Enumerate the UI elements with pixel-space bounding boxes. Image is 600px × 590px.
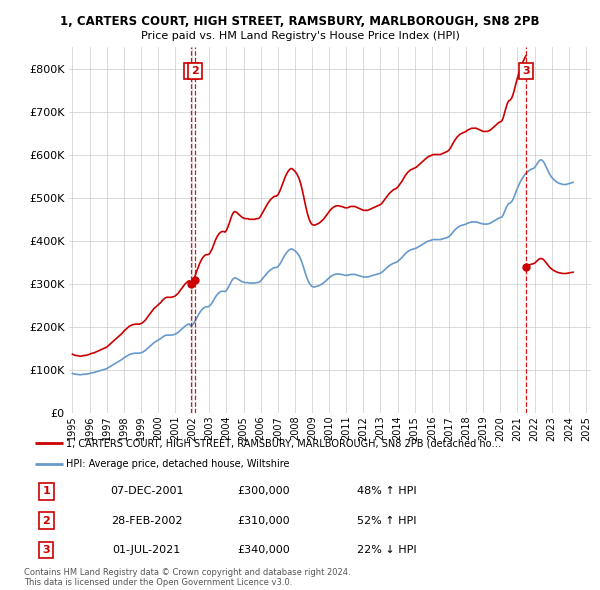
Text: 2: 2 [43,516,50,526]
Text: 3: 3 [522,66,530,76]
Text: 1: 1 [187,66,195,76]
Text: 3: 3 [43,545,50,555]
Text: 28-FEB-2002: 28-FEB-2002 [111,516,182,526]
Text: 2: 2 [191,66,199,76]
Text: HPI: Average price, detached house, Wiltshire: HPI: Average price, detached house, Wilt… [66,459,289,469]
Text: 48% ↑ HPI: 48% ↑ HPI [357,486,416,496]
Text: 01-JUL-2021: 01-JUL-2021 [113,545,181,555]
Text: £300,000: £300,000 [238,486,290,496]
Text: 1, CARTERS COURT, HIGH STREET, RAMSBURY, MARLBOROUGH, SN8 2PB (detached ho…: 1, CARTERS COURT, HIGH STREET, RAMSBURY,… [66,438,501,448]
Text: 52% ↑ HPI: 52% ↑ HPI [357,516,416,526]
Text: Contains HM Land Registry data © Crown copyright and database right 2024.
This d: Contains HM Land Registry data © Crown c… [24,568,350,587]
Text: Price paid vs. HM Land Registry's House Price Index (HPI): Price paid vs. HM Land Registry's House … [140,31,460,41]
Text: £340,000: £340,000 [238,545,290,555]
Text: £310,000: £310,000 [238,516,290,526]
Text: 07-DEC-2001: 07-DEC-2001 [110,486,184,496]
Text: 22% ↓ HPI: 22% ↓ HPI [357,545,416,555]
Text: 1, CARTERS COURT, HIGH STREET, RAMSBURY, MARLBOROUGH, SN8 2PB: 1, CARTERS COURT, HIGH STREET, RAMSBURY,… [60,15,540,28]
Text: 1: 1 [43,486,50,496]
